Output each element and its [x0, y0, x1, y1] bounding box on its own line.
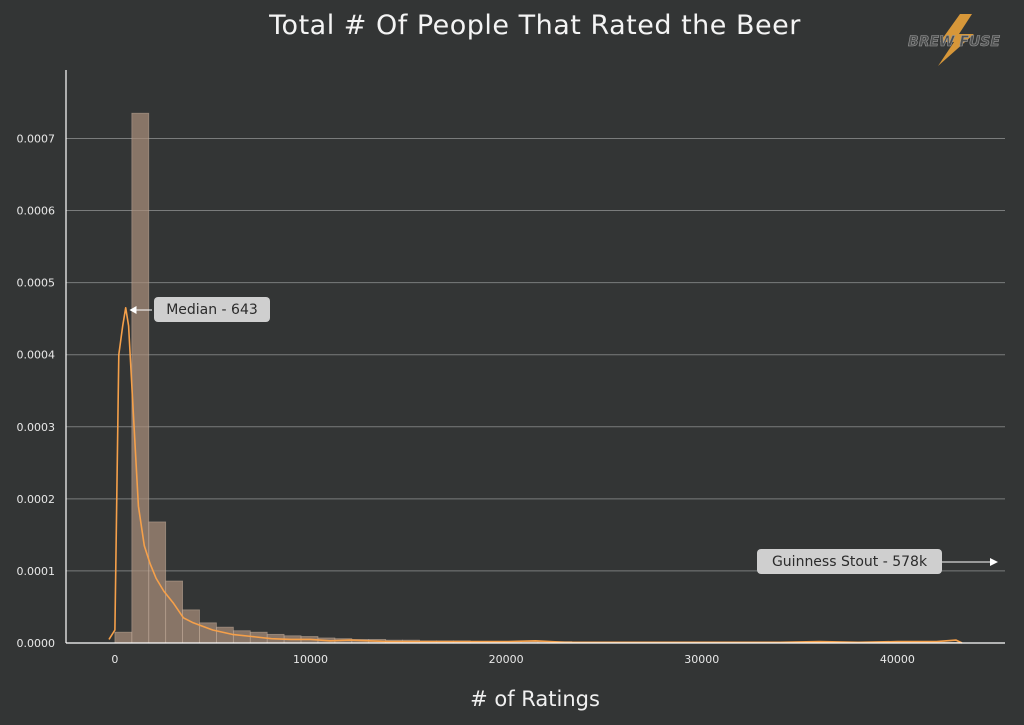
- x-tick-label: 0: [111, 653, 118, 666]
- logo-text: BREW FUSE: [908, 34, 1000, 50]
- x-axis-title: # of Ratings: [470, 687, 600, 711]
- y-tick-label: 0.0000: [17, 637, 56, 650]
- y-tick-label: 0.0001: [17, 565, 56, 578]
- brand-logo: BREW FUSE: [898, 14, 1010, 66]
- histogram-bar: [216, 626, 234, 644]
- annotations: Median - 643 Guinness Stout - 578k: [129, 297, 998, 574]
- kde-curve-layer: [108, 306, 963, 644]
- histogram-bar: [182, 609, 200, 644]
- histogram-bar: [131, 112, 150, 644]
- y-tick-label: 0.0005: [17, 277, 56, 290]
- kde-curve: [108, 306, 963, 644]
- median-arrow-head: [129, 306, 137, 314]
- median-annotation-text: Median - 643: [166, 302, 258, 318]
- guinness-arrow-head: [990, 558, 998, 566]
- x-tick-label: 10000: [293, 653, 328, 666]
- grid-lines: [66, 137, 1005, 572]
- lightning-bolt-icon: [938, 14, 974, 66]
- y-tick-label: 0.0007: [17, 132, 56, 145]
- guinness-annotation-box: [757, 549, 942, 574]
- median-annotation-box: [154, 297, 270, 322]
- chart-title: Total # Of People That Rated the Beer: [269, 10, 801, 41]
- y-tick-label: 0.0004: [17, 349, 56, 362]
- histogram-bar: [232, 630, 251, 644]
- histogram-bar: [148, 521, 167, 644]
- x-tick-label: 40000: [880, 653, 915, 666]
- axes: 0.0000 0.0001 0.0002 0.0003 0.0004 0.0005 0.00…: [17, 70, 1005, 711]
- histogram-bar: [114, 631, 133, 644]
- guinness-annotation-text: Guinness Stout - 578k: [772, 554, 928, 570]
- y-tick-label: 0.0006: [17, 205, 56, 218]
- y-tick-label: 0.0002: [17, 493, 56, 506]
- y-tick-label: 0.0003: [17, 421, 56, 434]
- x-tick-label: 20000: [489, 653, 524, 666]
- x-tick-label: 30000: [684, 653, 719, 666]
